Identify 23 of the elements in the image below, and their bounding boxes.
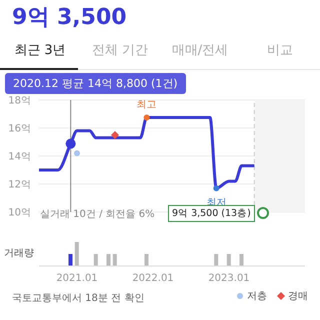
chart-title: 9억 3,500 bbox=[12, 4, 127, 32]
text: 2020.12 평균 14억 8,800 (1건) bbox=[5, 73, 186, 94]
point bbox=[74, 150, 80, 156]
x-tick-label: 2022.01 bbox=[132, 273, 174, 284]
legend-label: 저층 bbox=[246, 290, 267, 303]
point bbox=[111, 131, 119, 139]
annotation: 최고 bbox=[136, 100, 157, 110]
y-tick-label: 16억 bbox=[8, 124, 31, 135]
y-tick-label: 10억 bbox=[8, 208, 31, 219]
y-tick-label: 14억 bbox=[8, 152, 31, 163]
y-axis-title: 거래량 bbox=[4, 247, 34, 260]
text: 비교 bbox=[266, 42, 294, 59]
y-tick-label: 18억 bbox=[8, 96, 31, 107]
x-tick-label: 2023.01 bbox=[208, 273, 250, 284]
y-tick-label: 12억 bbox=[8, 180, 31, 191]
x-tick-label: 2021.01 bbox=[56, 273, 98, 284]
text: 매매/전세 bbox=[170, 42, 230, 59]
text: 최근 3년 bbox=[13, 42, 67, 59]
legend-label: 경매 bbox=[287, 290, 308, 303]
annotation: 실거래 10건 / 회전율 6% bbox=[40, 208, 155, 221]
annotation: 9억 3,500 (13층) bbox=[168, 205, 255, 222]
text: 국토교통부에서 18분 전 확인 bbox=[12, 292, 144, 305]
text: 전체 기간 bbox=[90, 42, 150, 59]
